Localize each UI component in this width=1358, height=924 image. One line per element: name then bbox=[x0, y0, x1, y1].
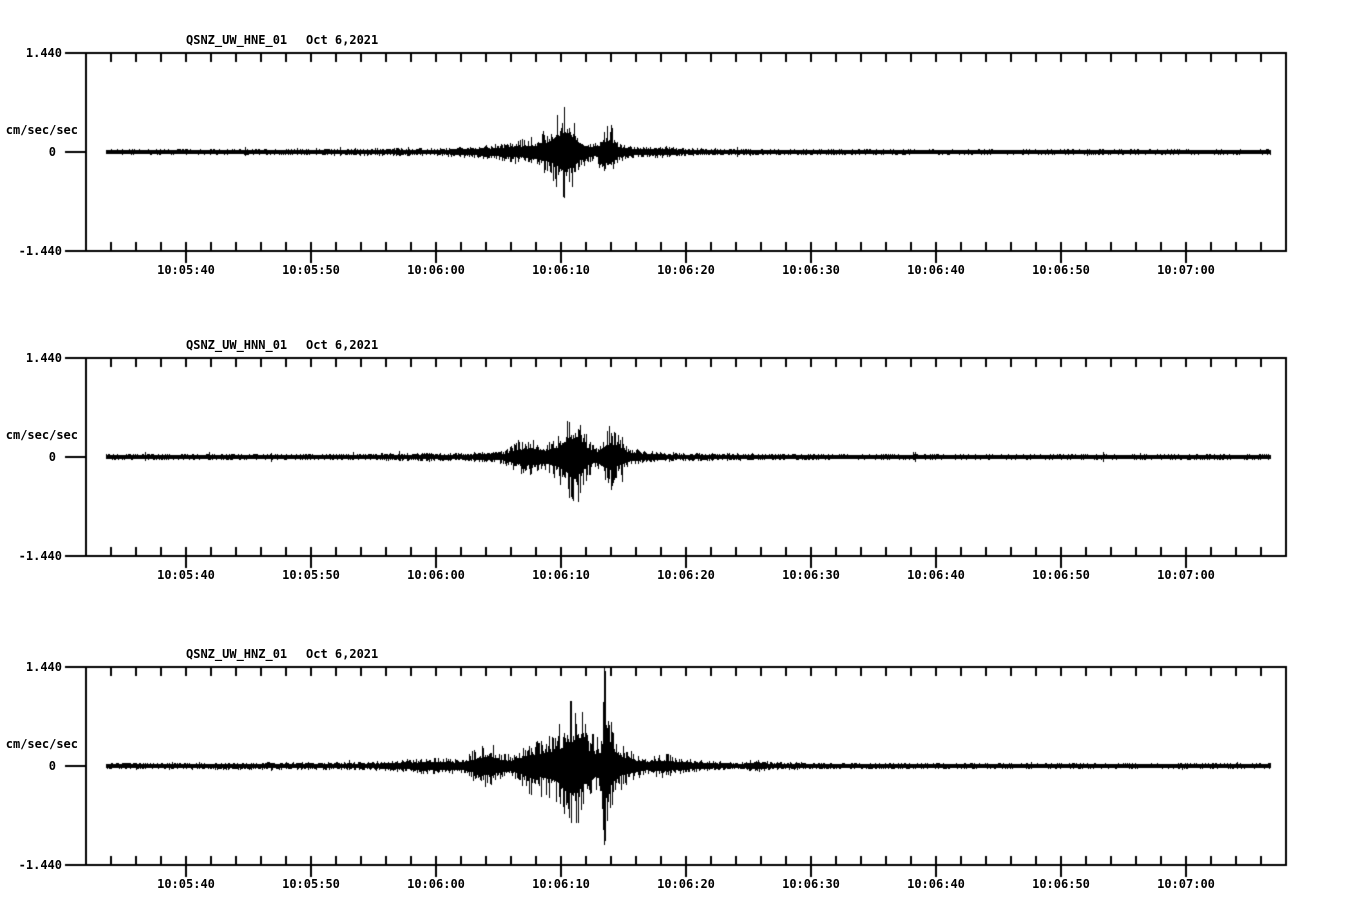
x-tick-label: 10:06:20 bbox=[657, 877, 715, 891]
y-axis-max-label: 1.440 bbox=[25, 46, 62, 60]
x-tick-label: 10:06:00 bbox=[407, 263, 465, 277]
x-tick-label: 10:06:50 bbox=[1032, 263, 1090, 277]
y-axis-min-label: -1.440 bbox=[18, 858, 62, 872]
y-axis-min-label: -1.440 bbox=[18, 244, 62, 258]
x-tick-label: 10:07:00 bbox=[1157, 877, 1215, 891]
x-tick-label: 10:05:40 bbox=[157, 263, 215, 277]
x-tick-label: 10:06:30 bbox=[782, 877, 840, 891]
x-tick-label: 10:05:40 bbox=[157, 568, 215, 582]
x-tick-label: 10:07:00 bbox=[1157, 263, 1215, 277]
x-tick-label: 10:05:50 bbox=[282, 263, 340, 277]
panel-title-station: QSNZ_UW_HNE_01 bbox=[186, 33, 288, 47]
panel-title-date: Oct 6,2021 bbox=[306, 33, 379, 47]
x-tick-label: 10:06:40 bbox=[907, 263, 965, 277]
x-tick-label: 10:06:50 bbox=[1032, 877, 1090, 891]
x-tick-label: 10:07:00 bbox=[1157, 568, 1215, 582]
y-axis-zero-label: 0 bbox=[48, 759, 56, 773]
x-tick-label: 10:06:30 bbox=[782, 568, 840, 582]
y-axis-max-label: 1.440 bbox=[25, 351, 62, 365]
x-tick-label: 10:06:20 bbox=[657, 263, 715, 277]
y-axis-zero-label: 0 bbox=[48, 450, 56, 464]
x-tick-label: 10:05:40 bbox=[157, 877, 215, 891]
x-tick-label: 10:06:30 bbox=[782, 263, 840, 277]
x-tick-label: 10:06:00 bbox=[407, 568, 465, 582]
y-axis-max-label: 1.440 bbox=[25, 660, 62, 674]
x-tick-label: 10:06:10 bbox=[532, 877, 590, 891]
x-tick-label: 10:06:10 bbox=[532, 568, 590, 582]
y-axis-min-label: -1.440 bbox=[18, 549, 62, 563]
x-tick-label: 10:05:50 bbox=[282, 877, 340, 891]
panel-title-date: Oct 6,2021 bbox=[306, 338, 379, 352]
x-tick-label: 10:05:50 bbox=[282, 568, 340, 582]
y-axis-units-label: cm/sec/sec bbox=[5, 123, 78, 137]
panel-title-date: Oct 6,2021 bbox=[306, 647, 379, 661]
panel-title-station: QSNZ_UW_HNN_01 bbox=[186, 338, 288, 352]
x-tick-label: 10:06:10 bbox=[532, 263, 590, 277]
panel-title-station: QSNZ_UW_HNZ_01 bbox=[186, 647, 288, 661]
x-tick-label: 10:06:40 bbox=[907, 568, 965, 582]
y-axis-zero-label: 0 bbox=[48, 145, 56, 159]
x-tick-label: 10:06:50 bbox=[1032, 568, 1090, 582]
x-tick-label: 10:06:00 bbox=[407, 877, 465, 891]
x-tick-label: 10:06:20 bbox=[657, 568, 715, 582]
y-axis-units-label: cm/sec/sec bbox=[5, 737, 78, 751]
x-tick-label: 10:06:40 bbox=[907, 877, 965, 891]
y-axis-units-label: cm/sec/sec bbox=[5, 428, 78, 442]
